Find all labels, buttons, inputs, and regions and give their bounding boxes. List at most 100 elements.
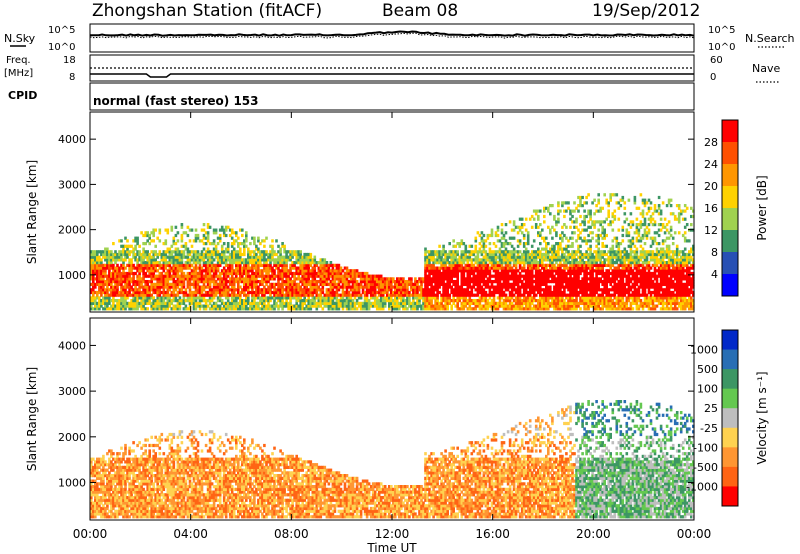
power-cell xyxy=(551,244,554,248)
power-cell xyxy=(567,201,570,205)
power-cell xyxy=(565,244,568,248)
power-cell xyxy=(597,209,600,213)
power-cell xyxy=(136,239,139,243)
power-cell xyxy=(120,266,123,270)
power-cell xyxy=(124,271,127,276)
power-cell xyxy=(128,274,131,278)
power-cell xyxy=(589,255,592,259)
power-cell xyxy=(583,301,586,305)
power-cell xyxy=(478,258,482,262)
power-cell xyxy=(593,304,596,308)
power-cell xyxy=(108,266,111,270)
power-cell xyxy=(333,274,337,278)
power-cell xyxy=(132,247,135,251)
power-cell xyxy=(474,293,478,297)
power-cell xyxy=(494,255,498,259)
power-cell xyxy=(388,288,391,292)
power-cell xyxy=(228,282,232,286)
power-cell xyxy=(106,299,109,303)
power-cell xyxy=(486,301,490,305)
power-cell xyxy=(245,301,248,305)
power-cell xyxy=(174,299,178,303)
power-cell xyxy=(416,280,419,284)
power-cell xyxy=(448,282,451,286)
power-cell xyxy=(275,290,278,295)
power-cell xyxy=(464,304,468,308)
power-cell xyxy=(196,290,200,295)
power-cell xyxy=(528,266,532,270)
power-cell xyxy=(194,282,198,286)
power-cell xyxy=(381,299,385,303)
power-cell xyxy=(108,258,111,262)
power-cell xyxy=(534,307,538,311)
power-cell xyxy=(295,296,298,300)
power-cell xyxy=(218,252,222,257)
power-cell xyxy=(597,277,600,281)
power-cell xyxy=(520,231,524,235)
power-cell xyxy=(436,271,439,276)
power-cell xyxy=(528,285,532,289)
power-cell xyxy=(337,280,341,284)
power-cell xyxy=(597,255,600,259)
power-cell xyxy=(124,266,127,270)
power-cell xyxy=(347,280,351,284)
power-cell xyxy=(239,269,242,273)
power-cell xyxy=(541,263,544,267)
power-cell xyxy=(249,242,252,246)
power-cell xyxy=(426,266,429,270)
power-cell xyxy=(120,263,123,267)
power-cell xyxy=(156,307,159,311)
power-cell xyxy=(371,301,375,305)
power-cell xyxy=(561,201,564,205)
power-cell xyxy=(534,263,538,267)
power-cell xyxy=(488,274,492,278)
power-cell xyxy=(579,201,582,205)
power-cell xyxy=(573,280,576,284)
power-cell xyxy=(541,293,544,297)
power-cell xyxy=(94,290,97,295)
power-cell xyxy=(361,301,365,305)
power-cell xyxy=(303,299,306,303)
power-cell xyxy=(365,282,369,286)
power-cell xyxy=(337,263,341,267)
power-cell xyxy=(216,255,220,259)
power-cell xyxy=(539,263,542,267)
power-cell xyxy=(450,299,453,303)
power-cell xyxy=(299,266,302,270)
power-cell xyxy=(212,304,216,308)
power-cell xyxy=(186,293,190,297)
power-cell xyxy=(494,277,498,281)
power-cell xyxy=(563,271,566,276)
power-cell xyxy=(293,261,296,265)
power-cell xyxy=(402,293,405,297)
power-cell xyxy=(226,247,230,251)
power-cell xyxy=(585,304,588,308)
power-cell xyxy=(100,299,103,303)
power-cell xyxy=(134,290,137,295)
power-cell xyxy=(355,290,359,295)
power-cell xyxy=(470,266,474,270)
power-cell xyxy=(597,293,600,297)
power-cell xyxy=(601,290,604,295)
power-cell xyxy=(569,244,572,248)
power-cell xyxy=(434,280,437,284)
power-cell xyxy=(196,288,200,292)
power-cell xyxy=(524,252,528,257)
power-cell xyxy=(575,258,578,262)
power-cell xyxy=(224,255,228,259)
power-cell xyxy=(102,252,105,257)
power-cell xyxy=(468,290,472,295)
power-cell xyxy=(484,244,488,248)
power-cell xyxy=(512,304,516,308)
power-cell xyxy=(539,293,542,297)
power-cell xyxy=(267,304,270,308)
power-cell xyxy=(106,263,109,267)
power-cell xyxy=(520,217,524,221)
power-cell xyxy=(156,290,159,295)
power-cell xyxy=(488,277,492,281)
power-cell xyxy=(458,299,461,303)
power-cell xyxy=(241,301,244,305)
power-cell xyxy=(450,269,453,273)
power-cell xyxy=(565,282,568,286)
power-cell xyxy=(136,304,139,308)
